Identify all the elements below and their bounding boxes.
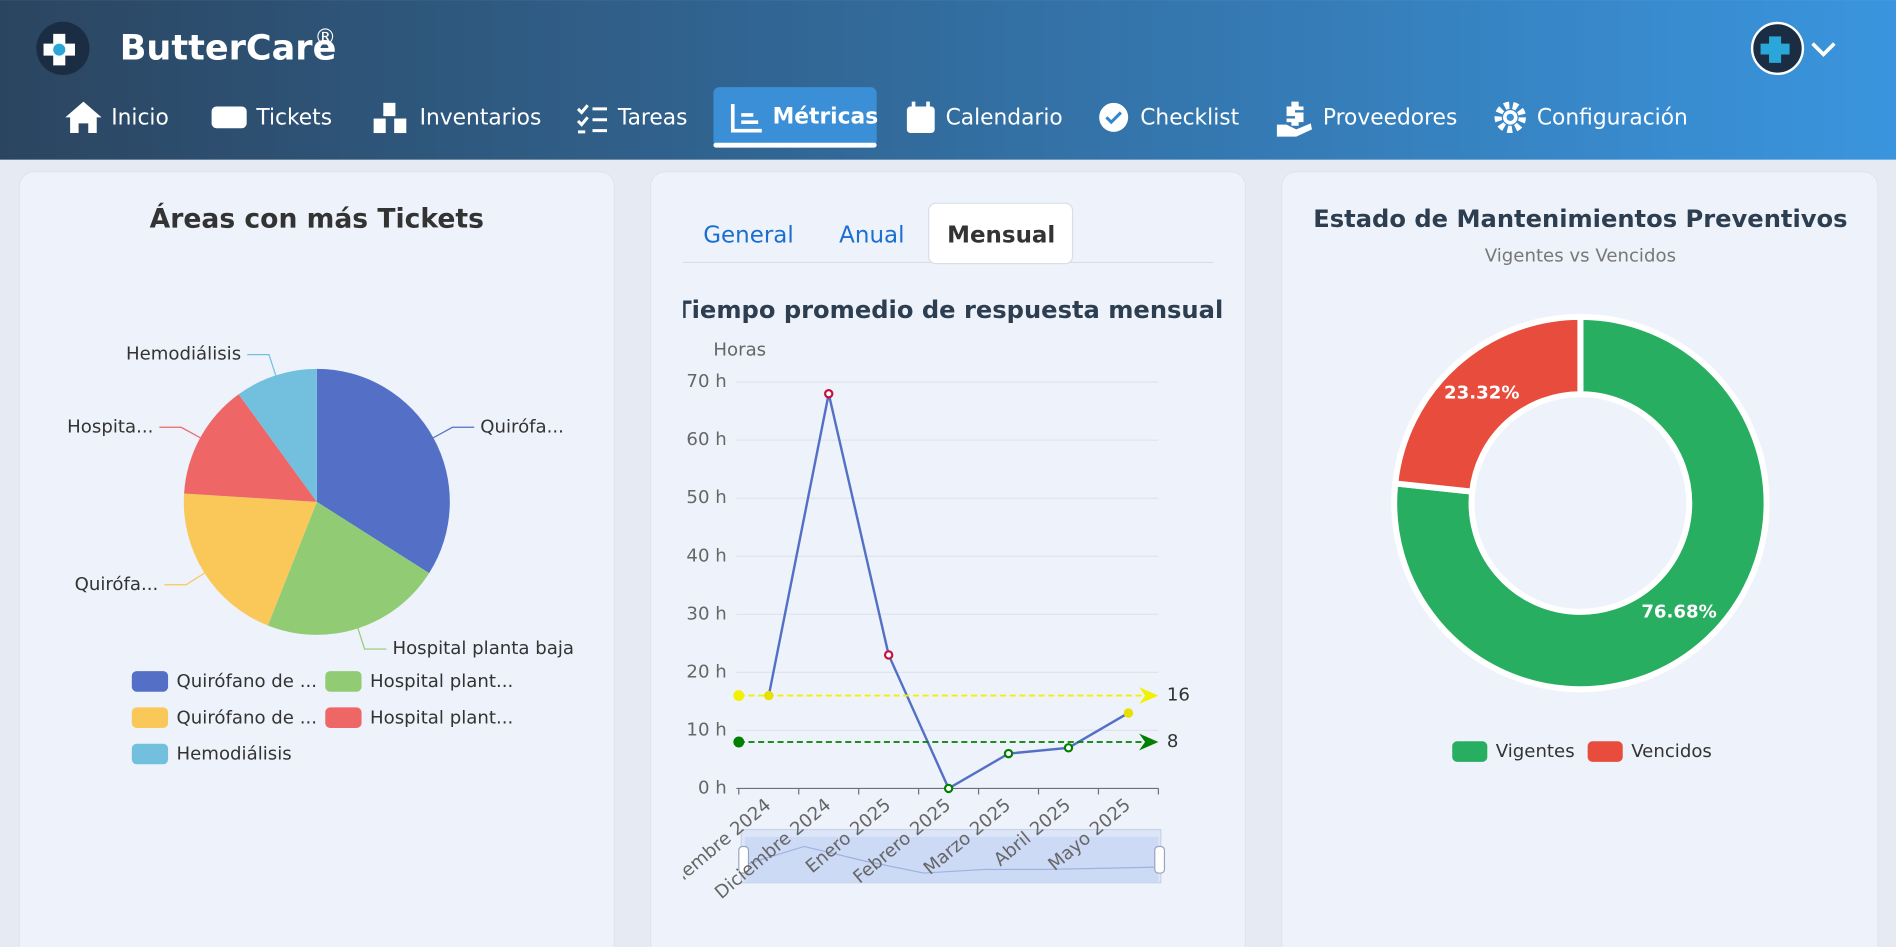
mark-line-arrow [1139,687,1159,705]
label-line [164,572,205,586]
brand: ButterCare [120,28,337,69]
nav-item[interactable]: Tickets [255,106,332,131]
slice-label: Quirófa... [75,574,159,595]
pie-slice [238,368,317,502]
label-line [247,354,277,376]
y-tick-label: 0 h [698,777,727,798]
nav-item[interactable]: Inventarios [420,106,542,131]
slice-label: Quirófa... [480,416,564,437]
pie-slice [183,493,317,626]
chart-title: Estado de Mantenimientos Preventivos [1313,205,1847,233]
nav-icons [65,101,1526,137]
y-tick-label: 60 h [686,429,726,450]
pie-slice [316,368,450,574]
point [883,650,894,660]
value-label: 23.32% [1444,382,1520,403]
logo [36,21,90,76]
label-line [357,628,387,650]
point [824,389,834,399]
avatar[interactable] [1750,21,1836,76]
brand-mark: ® [314,26,336,51]
pie-slice [267,501,430,635]
panel [649,171,1247,947]
y-axis-title: Horas [713,340,766,361]
legend-swatch [325,707,362,728]
legend-swatch [1587,741,1623,762]
tab[interactable]: Mensual [947,222,1055,248]
slice-label: Hospita... [67,416,153,437]
donut-slice [1392,313,1584,495]
chart-subtitle: Vigentes vs Vencidos [1485,245,1676,266]
pie-area: Áreas con más Tickets Quirófa... Hospital … [67,203,574,765]
legend-swatch [325,671,362,692]
tab[interactable]: Anual [839,222,904,248]
y-tick-label: 20 h [686,661,726,682]
legend-swatch [1452,741,1488,762]
mark-line-start [733,690,745,702]
mark-line-arrow [1139,733,1159,751]
y-tick-label: 10 h [686,719,726,740]
legend-label: Quirófano de ... [177,671,317,692]
legend-label: Hospital plant... [370,707,513,728]
nav-item[interactable]: Métricas [773,104,879,129]
pie-slice [184,394,317,502]
y-tick-label: 50 h [686,487,726,508]
chart-title: Tiempo promedio de respuesta mensual [675,296,1223,324]
nav-item[interactable]: Checklist [1140,106,1239,131]
y-tick-label: 70 h [686,371,726,392]
mark-line-label: 8 [1167,731,1179,752]
donut-area: Estado de Mantenimientos Preventivos 76.6… [1313,205,1847,762]
donut-slice [1391,313,1770,693]
legend-label: Hospital plant... [370,671,513,692]
point [1003,748,1014,759]
nav-item[interactable]: Proveedores [1323,106,1457,131]
legend-label: Quirófano de ... [177,707,317,728]
point [1123,708,1134,718]
slice-label: Hospital planta baja [392,638,574,659]
value-label: 76.68% [1641,602,1717,623]
nav-item[interactable]: Tareas [617,106,688,131]
legend-swatch [131,707,169,728]
chart-title: Áreas con más Tickets [150,203,484,235]
nav-active-underline [713,142,877,148]
slice-label: Hemodiálisis [126,344,241,365]
legend-label: Vencidos [1631,741,1712,762]
point [943,783,954,794]
legend-swatch [131,671,169,692]
point [1063,743,1074,753]
point [764,690,774,701]
mark-line-label: 16 [1167,685,1190,706]
tab[interactable]: General [703,222,794,248]
mark-line-start [733,736,745,748]
nav-item[interactable]: Inicio [111,106,169,131]
y-tick-label: 30 h [686,603,726,624]
label-line [159,426,201,439]
label-line [433,426,475,439]
tab-active-bg [928,202,1074,265]
header [0,0,1896,160]
legend-swatch [131,743,169,765]
nav-item[interactable]: Configuración [1537,106,1688,131]
data-zoom[interactable] [738,828,1166,884]
legend-label: Vigentes [1496,741,1575,762]
nav-item[interactable]: Calendario [946,106,1063,131]
y-tick-label: 40 h [686,545,726,566]
nav-active-bg [713,87,877,148]
legend-label: Hemodiálisis [177,744,292,765]
panel [1281,171,1879,947]
